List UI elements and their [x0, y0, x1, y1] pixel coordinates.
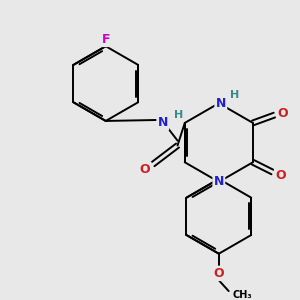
- Text: N: N: [214, 176, 224, 188]
- Text: N: N: [216, 97, 226, 110]
- Text: O: O: [277, 106, 288, 120]
- Text: CH₃: CH₃: [232, 290, 252, 300]
- Text: H: H: [174, 110, 183, 120]
- Text: O: O: [275, 169, 286, 182]
- Text: H: H: [230, 90, 239, 100]
- Text: F: F: [101, 33, 110, 46]
- Text: O: O: [214, 267, 224, 280]
- Text: N: N: [158, 116, 168, 129]
- Text: O: O: [140, 163, 150, 176]
